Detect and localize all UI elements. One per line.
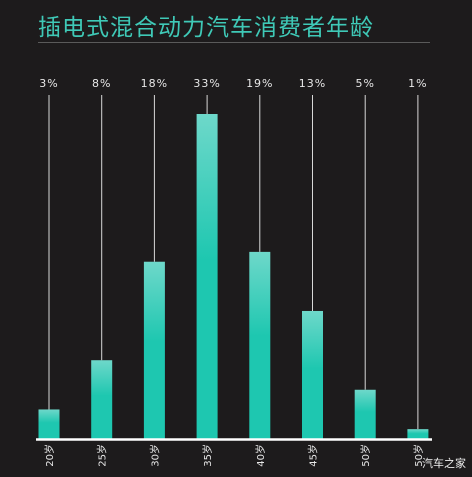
x-tick-label: 35岁	[201, 444, 214, 467]
data-label: 18%	[141, 77, 168, 90]
x-tick-label: 25岁	[96, 444, 109, 467]
x-tick-label: 50岁	[359, 444, 372, 467]
data-label: 1%	[408, 77, 427, 90]
bar	[143, 261, 165, 439]
bar	[38, 409, 60, 439]
x-tick-label: 50岁	[412, 444, 425, 467]
plot-area: 3% 20岁 8% 25岁 18% 30岁 33% 35岁 19% 40岁 13% 45岁 5% 50岁 1…	[36, 77, 432, 467]
x-tick-label: 30岁	[148, 444, 161, 467]
data-label: 13%	[299, 77, 326, 90]
chart-title: 插电式混合动力汽车消费者年龄	[38, 15, 374, 41]
data-label: 19%	[246, 77, 273, 90]
bar	[196, 114, 218, 439]
title-divider	[38, 42, 430, 43]
x-tick-label: 45岁	[307, 444, 320, 467]
data-label: 33%	[193, 77, 220, 90]
bar	[302, 310, 323, 439]
x-tick-label: 20岁	[43, 444, 56, 467]
x-tick-label: 40岁	[254, 444, 267, 467]
bar	[407, 429, 429, 439]
data-label: 5%	[355, 77, 374, 90]
bar	[249, 251, 271, 439]
data-label: 8%	[92, 77, 111, 90]
data-label: 3%	[39, 77, 58, 90]
bar	[91, 360, 113, 439]
watermark: 汽车之家	[422, 457, 466, 470]
bar	[354, 389, 376, 439]
